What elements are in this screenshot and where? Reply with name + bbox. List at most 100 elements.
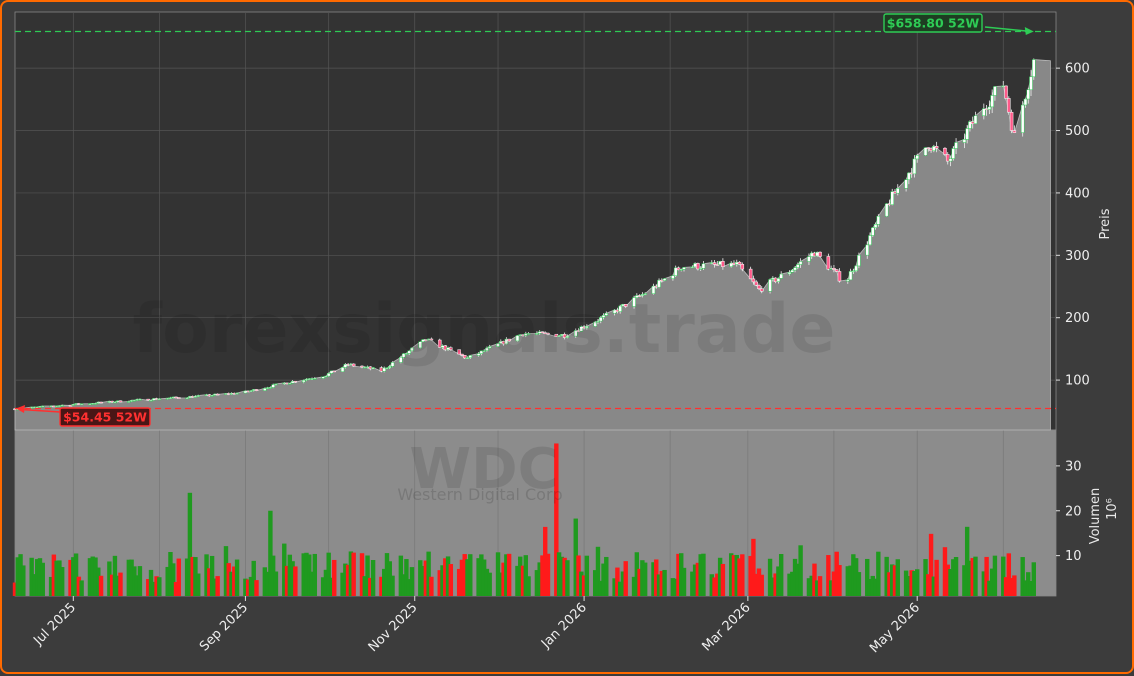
candle-body — [268, 387, 273, 389]
volume-bar — [1012, 575, 1017, 596]
volume-bar — [526, 576, 531, 596]
volume-bar — [134, 575, 140, 596]
volume-bar — [129, 559, 134, 596]
volume-bar — [1006, 553, 1012, 596]
volume-bar — [348, 551, 354, 596]
candle-body — [351, 363, 356, 367]
candle-body — [1023, 98, 1028, 106]
volume-bar — [312, 553, 318, 596]
volume-bar — [953, 557, 959, 596]
volume-bar — [595, 546, 601, 596]
volume-bar — [37, 558, 43, 596]
volume-bar — [698, 554, 703, 596]
candle-body — [235, 392, 239, 395]
volume-bar — [387, 561, 392, 596]
candle-body — [934, 146, 939, 149]
candle-body — [68, 404, 73, 407]
volume-bar — [109, 574, 115, 596]
volume-bar — [748, 555, 753, 596]
volume-bar — [132, 566, 137, 596]
price-tick-label: 400 — [1065, 186, 1090, 201]
candle-body — [807, 256, 811, 262]
candle-body — [382, 367, 386, 372]
candle-body — [293, 381, 298, 383]
volume-bar — [307, 554, 312, 596]
volume-bar — [146, 579, 151, 596]
price-axis-label: Preis — [1098, 208, 1113, 239]
candle-body — [854, 265, 858, 272]
volume-bar — [351, 552, 356, 596]
volume-bar — [926, 574, 931, 596]
candle-body — [321, 376, 325, 379]
volume-bar — [670, 578, 676, 596]
candle-body — [748, 268, 753, 280]
volume-bar — [543, 526, 548, 596]
volume-bar — [576, 555, 581, 596]
volume-bar — [701, 553, 706, 596]
candle-body — [618, 305, 622, 312]
volume-bar — [76, 576, 82, 596]
volume-bar — [1026, 572, 1031, 596]
volume-bar — [798, 545, 803, 596]
volume-bar — [695, 562, 701, 596]
volume-bar — [989, 568, 995, 596]
volume-bar — [196, 573, 201, 596]
candle-body — [138, 398, 142, 401]
volume-bar — [767, 558, 773, 596]
volume-bar — [343, 563, 348, 596]
candle-body — [574, 330, 578, 337]
volume-bar — [573, 518, 578, 596]
volume-tick-label: 10 — [1065, 549, 1082, 564]
volume-bar — [795, 563, 801, 596]
candle-body — [1004, 85, 1008, 99]
candle-body — [388, 366, 392, 369]
volume-bar — [87, 558, 93, 596]
volume-bar — [851, 554, 856, 596]
candle-body — [401, 353, 406, 358]
volume-bar — [520, 565, 526, 596]
candle-body — [751, 278, 756, 283]
candle-body — [832, 267, 836, 270]
volume-bar — [812, 563, 817, 596]
volume-bar — [245, 579, 251, 596]
candle-body — [1032, 59, 1036, 78]
volume-bar — [934, 559, 939, 596]
candle-body — [535, 333, 539, 335]
candle-body — [857, 254, 861, 267]
candle-body — [410, 347, 414, 352]
volume-bar — [329, 577, 334, 596]
volume-bar — [265, 571, 270, 596]
candle-body — [951, 148, 956, 159]
candle-body — [818, 251, 822, 257]
candle-body — [249, 390, 253, 392]
candle-body — [915, 155, 919, 160]
volume-bar — [964, 526, 970, 596]
volume-bar — [617, 581, 623, 596]
candle-body — [790, 269, 795, 273]
volume-bar — [332, 559, 337, 596]
volume-bar — [973, 556, 978, 596]
volume-bar — [309, 571, 315, 596]
volume-bar — [282, 543, 287, 596]
volume-bar — [887, 572, 892, 596]
candle-body — [468, 355, 473, 359]
volume-bar — [504, 554, 509, 596]
candle-body — [973, 115, 978, 124]
volume-bar — [59, 567, 65, 596]
volume-bar — [987, 580, 992, 596]
volume-bar — [379, 576, 384, 596]
date-tick-label: Jan 2026 — [538, 600, 590, 652]
volume-bar — [251, 560, 256, 596]
candle-body — [657, 279, 661, 288]
candle-body — [604, 312, 609, 316]
volume-bar — [817, 576, 823, 596]
volume-bar — [679, 553, 684, 596]
candle-body — [676, 267, 681, 271]
volume-bar — [815, 580, 820, 596]
volume-bar — [981, 571, 987, 596]
volume-bar — [168, 552, 173, 596]
volume-bar — [48, 576, 54, 596]
volume-bar — [57, 560, 62, 596]
volume-bar — [656, 574, 662, 596]
